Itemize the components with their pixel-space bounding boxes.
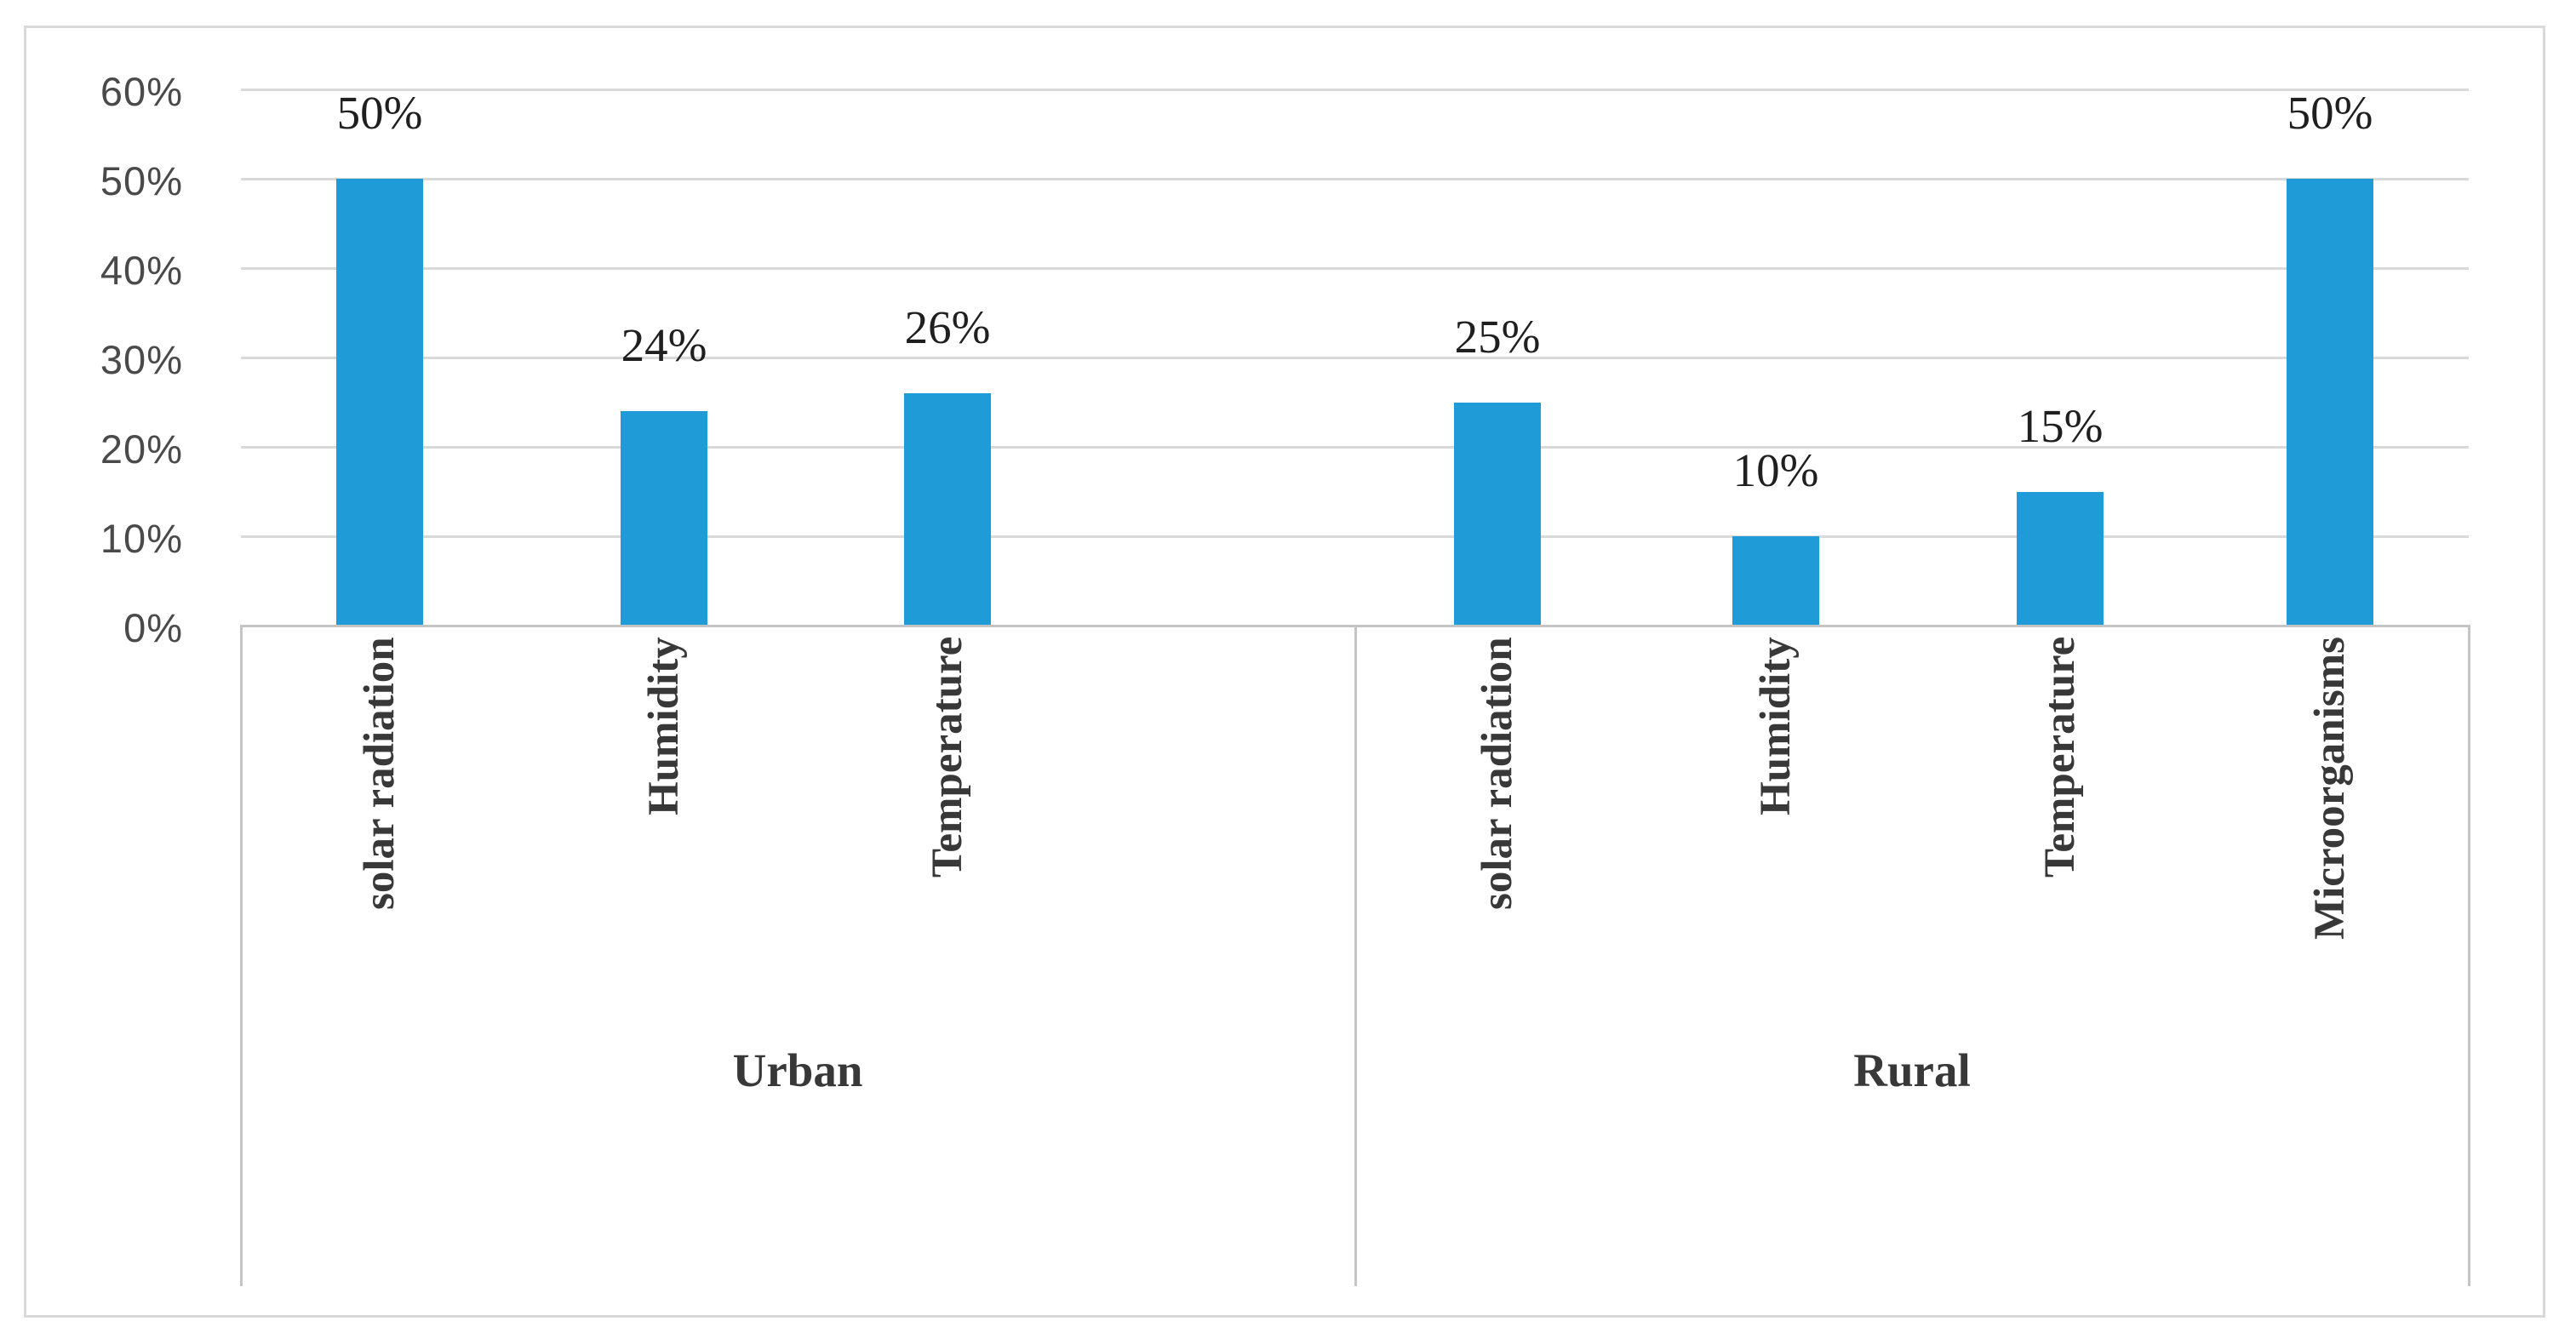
y-axis-tick-label-10: 10%: [100, 516, 183, 561]
group-label-rural: Rural: [1853, 1044, 1971, 1096]
gridline-10: [241, 535, 2469, 538]
bar-rural-humidity: [1732, 536, 1819, 626]
axis-left-border: [240, 625, 243, 1286]
category-label-rural-humidity: Humidity: [1752, 637, 1800, 815]
data-label-urban-temperature: 26%: [904, 301, 991, 353]
bar-rural-microorganisms: [2287, 179, 2373, 626]
y-axis-tick-label-0: 0%: [123, 605, 183, 650]
y-axis-tick-label-50: 50%: [100, 158, 183, 203]
group-divider: [1354, 625, 1357, 1286]
bar-rural-solar-radiation: [1454, 402, 1541, 626]
data-label-urban-solar-radiation: 50%: [336, 87, 423, 139]
category-label-urban-solar-radiation: solar radiation: [356, 637, 404, 910]
gridline-50: [241, 178, 2469, 180]
data-label-urban-humidity: 24%: [621, 319, 707, 371]
figure-border: [24, 26, 2545, 1318]
bar-urban-solar-radiation: [336, 179, 423, 626]
y-axis-tick-label-20: 20%: [100, 426, 183, 472]
data-label-rural-microorganisms: 50%: [2287, 87, 2373, 139]
bar-rural-temperature: [2017, 491, 2104, 626]
gridline-60: [241, 89, 2469, 91]
category-label-rural-solar-radiation: solar radiation: [1474, 637, 1521, 910]
category-label-urban-temperature: Temperature: [924, 637, 971, 878]
gridline-30: [241, 357, 2469, 359]
gridline-20: [241, 446, 2469, 449]
y-axis-tick-label-40: 40%: [100, 248, 183, 293]
group-label-urban: Urban: [732, 1044, 863, 1096]
data-label-rural-solar-radiation: 25%: [1454, 310, 1541, 363]
bar-urban-humidity: [621, 411, 707, 626]
y-axis-tick-label-30: 30%: [100, 337, 183, 382]
bar-urban-temperature: [904, 393, 991, 626]
data-label-rural-temperature: 15%: [2017, 399, 2104, 452]
category-label-rural-microorganisms: Microorganisms: [2306, 637, 2354, 941]
category-label-rural-temperature: Temperature: [2036, 637, 2084, 878]
y-axis-tick-label-60: 60%: [100, 69, 183, 114]
gridline-40: [241, 267, 2469, 270]
data-label-rural-humidity: 10%: [1732, 444, 1819, 496]
axis-right-border: [2468, 625, 2470, 1286]
category-label-urban-humidity: Humidity: [640, 637, 688, 815]
